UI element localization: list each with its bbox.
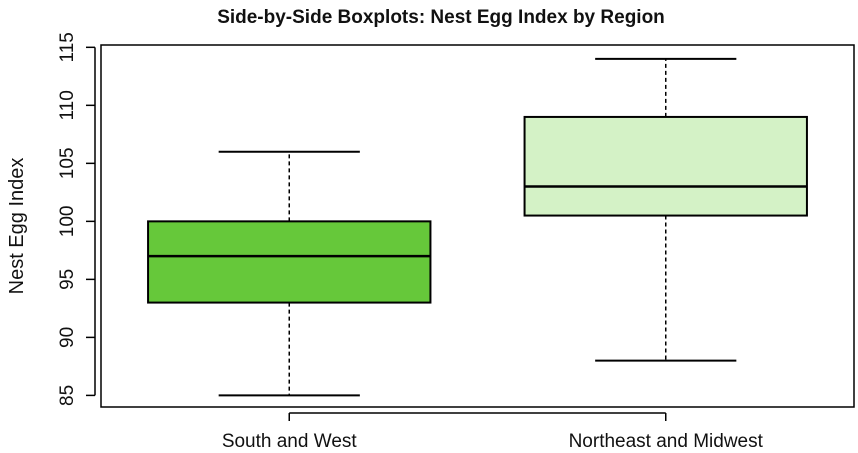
iqr-box (523, 115, 808, 217)
y-tick-label: 95 (57, 269, 78, 290)
x-tick-label: Northeast and Midwest (569, 431, 764, 452)
y-tick-label: 90 (57, 327, 78, 348)
y-axis: 85 90 95 100 105 110 115 (57, 32, 96, 406)
box-2 (523, 57, 808, 362)
boxes-group (147, 57, 808, 397)
chart-title: Side-by-Side Boxplots: Nest Egg Index by… (217, 7, 665, 28)
x-axis: South and West Northeast and Midwest (222, 412, 764, 452)
y-tick-label: 110 (57, 90, 78, 120)
plot-frame (100, 44, 855, 408)
y-tick-label: 115 (57, 32, 78, 62)
y-tick-label: 100 (57, 206, 78, 238)
box-1 (147, 150, 432, 397)
y-tick-label: 105 (57, 147, 78, 179)
x-tick-label: South and West (222, 431, 358, 452)
y-tick-label: 85 (57, 385, 78, 406)
y-axis-label: Nest Egg Index (6, 158, 28, 295)
iqr-box (147, 220, 432, 304)
